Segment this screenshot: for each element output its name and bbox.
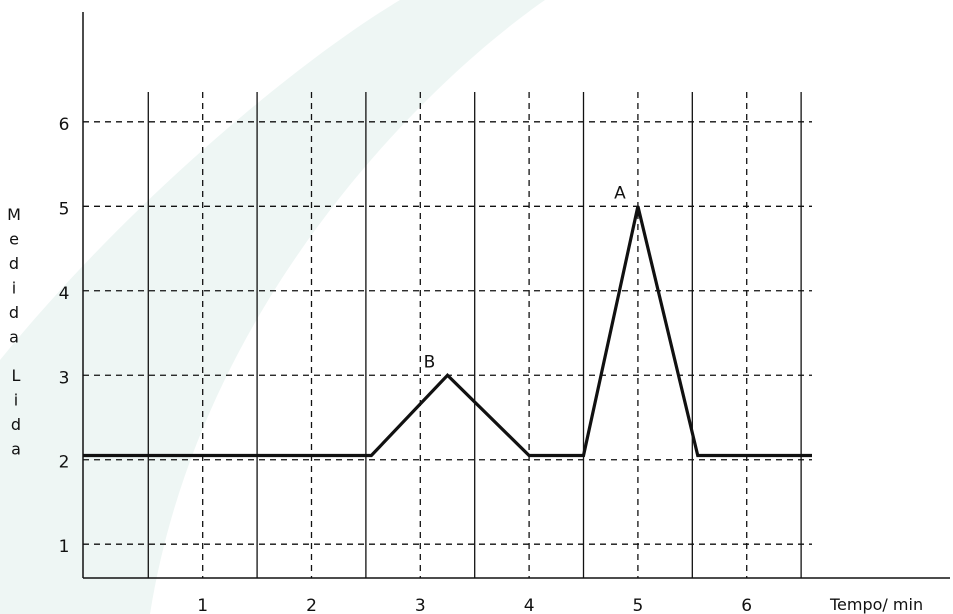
x-tick-label: 5 (632, 596, 643, 614)
series (83, 205, 812, 458)
y-axis-title-letter: e (9, 230, 19, 249)
x-tick-label: 6 (741, 596, 752, 614)
y-axis-title-letter: d (9, 254, 19, 273)
y-tick-labels: 1 2 3 4 5 6 (59, 115, 70, 557)
x-axis-title: Tempo/ min (829, 595, 923, 614)
annotations: AB (424, 183, 626, 372)
y-tick-label: 2 (59, 453, 70, 473)
y-tick-label: 1 (59, 537, 70, 557)
peak-label: A (614, 183, 626, 203)
peak-label: B (424, 352, 436, 372)
background-watermark-band (0, 0, 545, 614)
x-tick-labels: 1 2 3 4 5 6 (197, 596, 752, 614)
x-tick-label: 3 (415, 596, 426, 614)
x-tick-label: 4 (524, 596, 535, 614)
axes (82, 12, 950, 579)
y-axis-title-letter: L (12, 366, 21, 385)
y-axis-title-letter: a (11, 440, 21, 459)
y-tick-label: 3 (59, 368, 70, 388)
y-tick-label: 4 (59, 284, 70, 304)
y-tick-label: 5 (59, 199, 70, 219)
y-axis-title-letter: i (12, 279, 16, 298)
y-axis-title-letter: i (14, 391, 18, 410)
y-axis-title-letter: d (9, 303, 19, 322)
y-axis-title-letter: M (7, 205, 21, 224)
y-axis-title-letter: a (9, 328, 19, 347)
y-tick-label: 6 (59, 115, 70, 135)
series-line (83, 205, 812, 458)
y-axis-title-letter: d (11, 415, 21, 434)
x-tick-label: 2 (306, 596, 317, 614)
x-tick-label: 1 (197, 596, 208, 614)
